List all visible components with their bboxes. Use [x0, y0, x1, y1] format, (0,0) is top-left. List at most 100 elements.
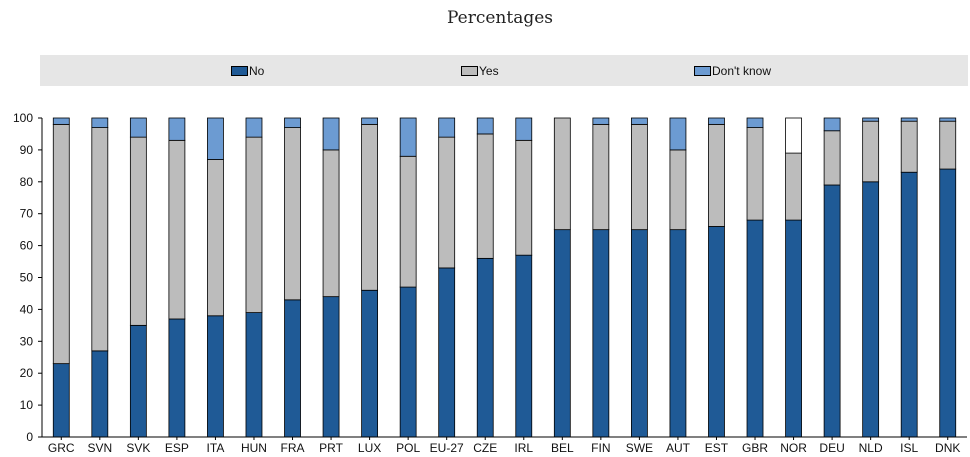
bar-no-nld [862, 181, 880, 438]
bar-yes-swe [630, 123, 648, 231]
bar-dont-know-dnk [939, 117, 957, 122]
bar-no-esp [168, 318, 186, 438]
x-tick-label: DEU [819, 441, 844, 455]
x-tick-label: IRL [514, 441, 533, 455]
bar-dont-know-pol [399, 117, 417, 157]
legend-item-no: No [231, 63, 264, 78]
legend-swatch-yes [461, 65, 478, 76]
x-tick-label: SVN [87, 441, 112, 455]
x-tick-label: HUN [241, 441, 267, 455]
bar-no-pol [399, 286, 417, 438]
bar-no-nor [785, 219, 802, 438]
bar-no-svk [129, 324, 147, 438]
bar-no-prt [322, 296, 340, 438]
x-tick-label: FRA [281, 441, 305, 455]
y-tick-label: 70 [20, 207, 34, 221]
bar-no-est [708, 226, 725, 438]
bar-yes-prt [322, 149, 340, 298]
x-tick-label: AUT [666, 441, 691, 455]
bar-dont-know-svk [129, 117, 147, 138]
bar-dont-know-eu-27 [438, 117, 456, 138]
bar-no-isl [900, 171, 918, 438]
bar-dont-know-esp [168, 117, 186, 141]
x-tick-label: LUX [358, 441, 381, 455]
y-tick-label: 80 [20, 175, 34, 189]
y-tick-label: 40 [20, 302, 34, 316]
x-tick-label: NLD [859, 441, 883, 455]
bar-yes-cze [476, 133, 494, 259]
x-tick-label: ESP [165, 441, 189, 455]
bar-yes-svk [129, 136, 147, 326]
bar-yes-gbr [746, 127, 764, 221]
bar-dont-know-est [708, 117, 725, 125]
x-tick-label: NOR [780, 441, 807, 455]
bar-no-grc [52, 363, 70, 438]
bar-yes-isl [900, 120, 918, 173]
bar-yes-lux [361, 123, 379, 291]
bar-no-dnk [939, 168, 957, 438]
bar-yes-eu-27 [438, 136, 456, 269]
bar-dont-know-svn [91, 117, 109, 128]
legend-swatch-dont-know [694, 65, 711, 76]
bar-no-deu [823, 184, 841, 438]
y-tick-label: 10 [20, 398, 34, 412]
bar-yes-esp [168, 139, 186, 320]
bar-no-eu-27 [438, 267, 456, 438]
bar-yes-aut [669, 149, 687, 231]
bar-yes-nld [862, 120, 880, 183]
legend-item-dont-know: Don't know [694, 63, 771, 78]
bar-yes-fin [592, 123, 610, 231]
bar-no-gbr [746, 219, 764, 438]
bar-yes-ita [207, 159, 224, 317]
bar-no-swe [630, 229, 648, 438]
bar-yes-fra [284, 127, 301, 301]
x-tick-label: DNK [935, 441, 960, 455]
y-tick-label: 50 [20, 271, 34, 285]
x-tick-label: SVK [126, 441, 150, 455]
bar-yes-pol [399, 155, 417, 288]
bar-yes-hun [245, 136, 263, 313]
bar-yes-svn [91, 127, 109, 352]
y-tick-label: 60 [20, 239, 34, 253]
bar-dont-know-nor [785, 117, 802, 154]
bar-dont-know-isl [900, 117, 918, 122]
x-tick-label: ITA [207, 441, 225, 455]
y-tick-label: 100 [13, 111, 33, 125]
bar-dont-know-swe [630, 117, 648, 125]
bar-dont-know-deu [823, 117, 841, 132]
chart-legend: No Yes Don't know [40, 55, 968, 86]
bar-dont-know-cze [476, 117, 494, 135]
bar-dont-know-fin [592, 117, 610, 125]
legend-item-yes: Yes [461, 63, 499, 78]
bar-dont-know-prt [322, 117, 340, 151]
legend-label-dont-know: Don't know [712, 63, 771, 78]
chart-subtitle: Percentages [446, 8, 554, 28]
legend-label-yes: Yes [479, 63, 499, 78]
legend-label-no: No [249, 63, 265, 78]
bar-dont-know-fra [284, 117, 301, 128]
bar-no-ita [207, 315, 224, 438]
x-tick-label: ISL [900, 441, 918, 455]
x-tick-label: POL [396, 441, 420, 455]
x-tick-label: FIN [591, 441, 610, 455]
bar-dont-know-gbr [746, 117, 764, 128]
x-tick-label: BEL [551, 441, 574, 455]
bar-no-bel [553, 229, 571, 438]
y-tick-label: 90 [20, 143, 34, 157]
bar-dont-know-irl [515, 117, 533, 141]
bar-yes-bel [553, 117, 571, 231]
x-tick-label: EU-27 [430, 441, 464, 455]
x-tick-label: EST [705, 441, 729, 455]
bar-yes-irl [515, 139, 533, 256]
x-tick-label: CZE [473, 441, 497, 455]
y-tick-label: 0 [26, 430, 33, 444]
y-tick-label: 20 [20, 366, 34, 380]
bar-no-lux [361, 289, 379, 438]
bar-no-fra [284, 299, 301, 438]
bar-no-hun [245, 312, 263, 438]
x-tick-label: SWE [626, 441, 653, 455]
bar-yes-deu [823, 130, 841, 186]
legend-swatch-no [231, 65, 248, 76]
bar-no-cze [476, 257, 494, 438]
